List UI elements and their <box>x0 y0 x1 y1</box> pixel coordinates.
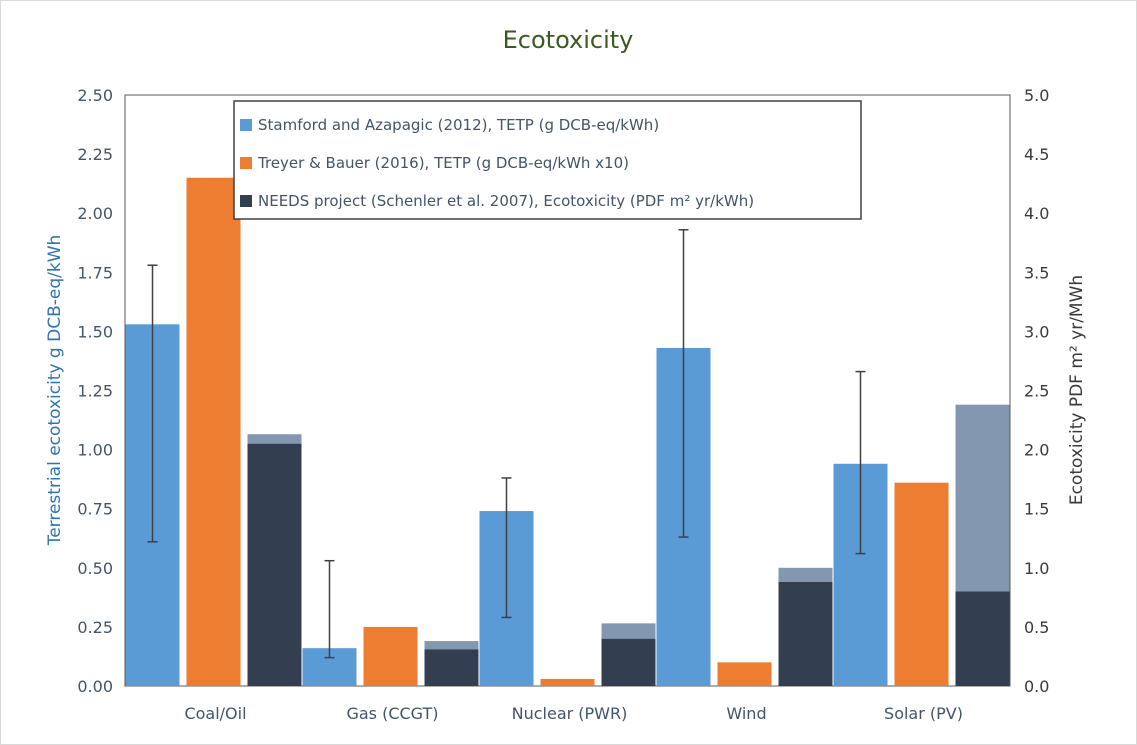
category-labels: Coal/Oil Gas (CCGT) Nuclear (PWR) Wind Solar… <box>184 704 963 723</box>
category-label: Wind <box>726 704 766 723</box>
y-tick-label-left: 0.00 <box>77 677 113 696</box>
legend-swatch <box>240 195 252 207</box>
y-tick-label-left: 1.00 <box>77 441 113 460</box>
y-tick-label-right: 0.0 <box>1024 677 1049 696</box>
legend-swatch <box>240 119 252 131</box>
y-tick-label-right: 3.5 <box>1024 263 1049 282</box>
category-label: Solar (PV) <box>884 704 963 723</box>
y-tick-label-right: 4.5 <box>1024 145 1049 164</box>
y-tick-label-right: 1.0 <box>1024 559 1049 578</box>
bar <box>540 678 595 686</box>
y-tick-label-left: 1.25 <box>77 382 113 401</box>
legend-box <box>233 100 862 220</box>
y-axis-left-label: Terrestrial ecotoxicity g DCB-eq/kWh <box>45 235 65 547</box>
y-tick-label-left: 1.75 <box>77 263 113 282</box>
legend-swatch <box>240 157 252 169</box>
bar <box>717 662 772 686</box>
bar <box>955 591 1010 686</box>
bar <box>601 638 656 686</box>
bar <box>424 649 479 686</box>
error-bars <box>147 228 866 659</box>
y-tick-label-left: 0.50 <box>77 559 113 578</box>
chart-title: Ecotoxicity <box>503 26 634 54</box>
legend-entry: NEEDS project (Schenler et al. 2007), Ec… <box>258 192 754 210</box>
tick-labels: 0.00 0.25 0.50 0.75 1.00 1.25 1.50 1.75 2.00 2.25… <box>77 86 1049 696</box>
legend: Stamford and Azapagic (2012), TETP (g DC… <box>233 100 862 220</box>
stacked-bar-upper <box>778 567 833 582</box>
bar <box>363 626 418 686</box>
bar <box>186 177 241 687</box>
y-tick-label-left: 2.00 <box>77 204 113 223</box>
y-tick-label-right: 3.0 <box>1024 322 1049 341</box>
stacked-bar-upper <box>601 623 656 639</box>
stacked-bar-upper <box>424 641 479 650</box>
y-tick-label-right: 0.5 <box>1024 618 1049 637</box>
stacked-bar-upper <box>955 404 1010 592</box>
bar <box>247 443 302 686</box>
y-tick-label-right: 5.0 <box>1024 86 1049 105</box>
bars <box>125 177 1010 687</box>
y-tick-label-right: 2.0 <box>1024 441 1049 460</box>
y-tick-label-left: 0.75 <box>77 500 113 519</box>
y-tick-label-left: 0.25 <box>77 618 113 637</box>
category-label: Coal/Oil <box>184 704 246 723</box>
y-tick-label-right: 1.5 <box>1024 500 1049 519</box>
legend-entry: Treyer & Bauer (2016), TETP (g DCB-eq/kW… <box>257 154 629 172</box>
y-tick-label-left: 2.50 <box>77 86 113 105</box>
y-tick-label-right: 4.0 <box>1024 204 1049 223</box>
y-tick-label-left: 1.50 <box>77 322 113 341</box>
y-axis-right-label: Ecotoxicity PDF m² yr/MWh <box>1067 275 1087 505</box>
y-tick-label-right: 2.5 <box>1024 382 1049 401</box>
category-label: Nuclear (PWR) <box>512 704 628 723</box>
legend-entry: Stamford and Azapagic (2012), TETP (g DC… <box>258 116 659 134</box>
bar <box>894 482 949 686</box>
category-label: Gas (CCGT) <box>346 704 438 723</box>
stacked-bar-upper <box>247 434 302 444</box>
y-tick-label-left: 2.25 <box>77 145 113 164</box>
bar <box>778 581 833 686</box>
